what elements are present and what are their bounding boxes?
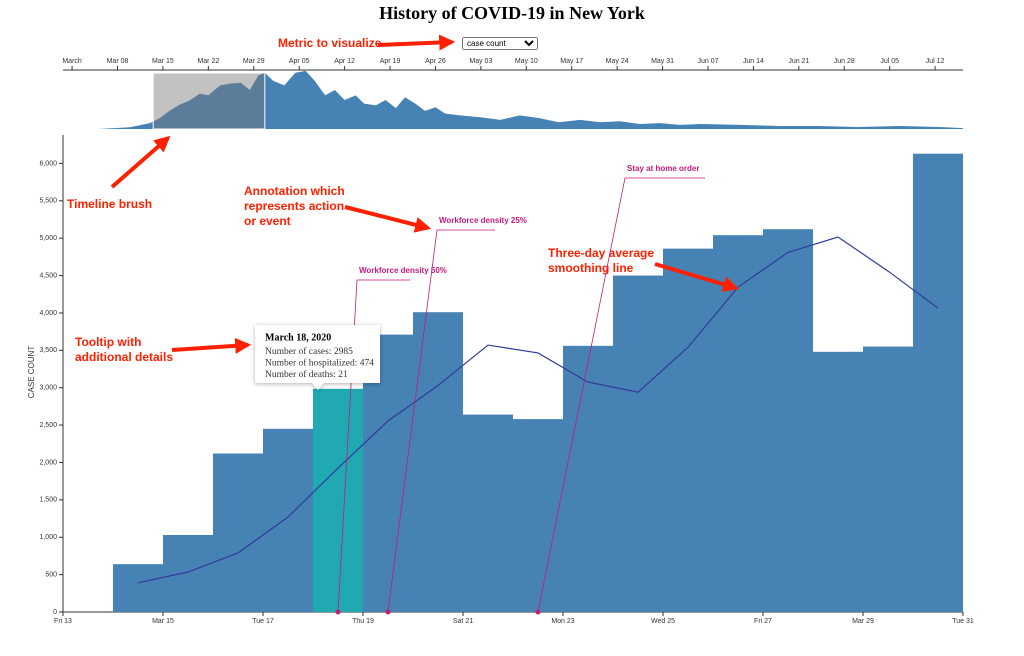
- y-tick-label: 3,000: [39, 385, 57, 392]
- x-tick-label: Apr 19: [380, 58, 401, 65]
- x-tick-label: Jun 21: [788, 58, 809, 65]
- bar[interactable]: [913, 153, 963, 612]
- overview-area: [72, 70, 964, 129]
- annotation-label: Stay at home order: [627, 164, 699, 173]
- x-tick-label: Mar 15: [152, 58, 174, 65]
- y-tick-label: 6,000: [39, 160, 57, 167]
- x-tick-label: Mar 29: [852, 618, 874, 625]
- callout-arrow: [377, 34, 456, 51]
- x-tick-label: May 17: [560, 58, 583, 65]
- annotation-line: [537, 177, 705, 613]
- annotation-dot: [385, 609, 391, 615]
- x-tick-label: May 31: [651, 58, 674, 65]
- callout-label: Annotation which: [244, 184, 345, 198]
- metric-select[interactable]: case count: [462, 37, 538, 50]
- callout-arrow: [344, 205, 432, 233]
- y-tick-label: 1,000: [39, 534, 57, 541]
- callout-arrow: [171, 337, 252, 354]
- x-tick-label: Tue 31: [952, 618, 974, 625]
- bar[interactable]: [563, 345, 613, 612]
- callout-label: Timeline brush: [67, 197, 152, 211]
- x-tick-label: Mar 15: [152, 618, 174, 625]
- bar[interactable]: [413, 312, 463, 612]
- bar[interactable]: [213, 453, 263, 612]
- bar[interactable]: [263, 428, 313, 612]
- x-tick-label: Apr 26: [425, 58, 446, 65]
- tooltip-box: [255, 325, 380, 390]
- x-tick-label: Fri 13: [54, 618, 72, 625]
- x-tick-label: Apr 12: [334, 58, 355, 65]
- x-tick-label: Jun 28: [834, 58, 855, 65]
- annotation-line: [387, 229, 495, 613]
- callout-label: additional details: [75, 350, 173, 364]
- tooltip-title: March 18, 2020: [265, 332, 331, 343]
- tooltip-line: Number of hospitalized: 474: [265, 358, 374, 369]
- bar[interactable]: [313, 388, 363, 612]
- bar[interactable]: [663, 248, 713, 612]
- callout-label: represents action: [244, 199, 344, 213]
- y-axis-label: CASE COUNT: [27, 346, 36, 399]
- y-tick-label: 4,000: [39, 310, 57, 317]
- x-tick-label: Wed 25: [651, 618, 675, 625]
- bar[interactable]: [163, 534, 213, 612]
- x-tick-label: Tue 17: [252, 618, 274, 625]
- smoothing-line: [137, 236, 939, 584]
- annotation-dot: [535, 609, 541, 615]
- y-tick-label: 5,500: [39, 198, 57, 205]
- x-tick-label: March: [62, 58, 82, 65]
- bar[interactable]: [513, 419, 563, 612]
- callout-label: Three-day average: [548, 246, 654, 260]
- y-tick-label: 3,500: [39, 347, 57, 354]
- x-tick-label: Jun 07: [697, 58, 718, 65]
- bar[interactable]: [463, 414, 513, 612]
- bar[interactable]: [613, 275, 663, 612]
- y-tick-label: 0: [53, 609, 57, 616]
- bar[interactable]: [863, 346, 913, 612]
- tooltip-line: Number of cases: 2985: [265, 346, 353, 357]
- x-tick-label: Jul 05: [880, 58, 899, 65]
- callout-label: Metric to visualize: [278, 36, 382, 50]
- callout-label: or event: [244, 214, 291, 228]
- bar[interactable]: [713, 235, 763, 613]
- x-tick-label: Mar 29: [243, 58, 265, 65]
- annotation-label: Workforce density 50%: [359, 266, 447, 275]
- x-tick-label: Thu 19: [352, 618, 374, 625]
- callout-label: Tooltip with: [75, 335, 141, 349]
- chart-title: History of COVID-19 in New York: [379, 3, 645, 23]
- x-tick-label: Mon 23: [551, 618, 574, 625]
- tooltip-line: Number of deaths: 21: [265, 369, 348, 380]
- x-tick-label: Jul 12: [926, 58, 945, 65]
- callout-arrow: [110, 135, 171, 189]
- y-tick-label: 500: [45, 571, 57, 578]
- callout-arrow: [654, 262, 740, 293]
- annotation-label: Workforce density 25%: [439, 216, 527, 225]
- x-tick-label: Mar 22: [197, 58, 219, 65]
- y-tick-label: 2,000: [39, 459, 57, 466]
- x-tick-label: Jun 14: [743, 58, 764, 65]
- bar[interactable]: [113, 564, 163, 612]
- bar[interactable]: [813, 351, 863, 612]
- x-tick-label: Sat 21: [453, 618, 473, 625]
- x-tick-label: Fri 27: [754, 618, 772, 625]
- annotation-dot: [335, 609, 341, 615]
- x-tick-label: May 24: [606, 58, 629, 65]
- callout-label: smoothing line: [548, 261, 634, 275]
- y-tick-label: 4,500: [39, 272, 57, 279]
- timeline-brush[interactable]: [152, 72, 266, 130]
- x-tick-label: Mar 08: [107, 58, 129, 65]
- x-tick-label: Apr 05: [289, 58, 310, 65]
- bar[interactable]: [763, 229, 813, 612]
- x-tick-label: May 03: [469, 58, 492, 65]
- y-tick-label: 5,000: [39, 235, 57, 242]
- y-tick-label: 1,500: [39, 497, 57, 504]
- y-tick-label: 2,500: [39, 422, 57, 429]
- x-tick-label: May 10: [515, 58, 538, 65]
- annotation-line: [337, 279, 410, 613]
